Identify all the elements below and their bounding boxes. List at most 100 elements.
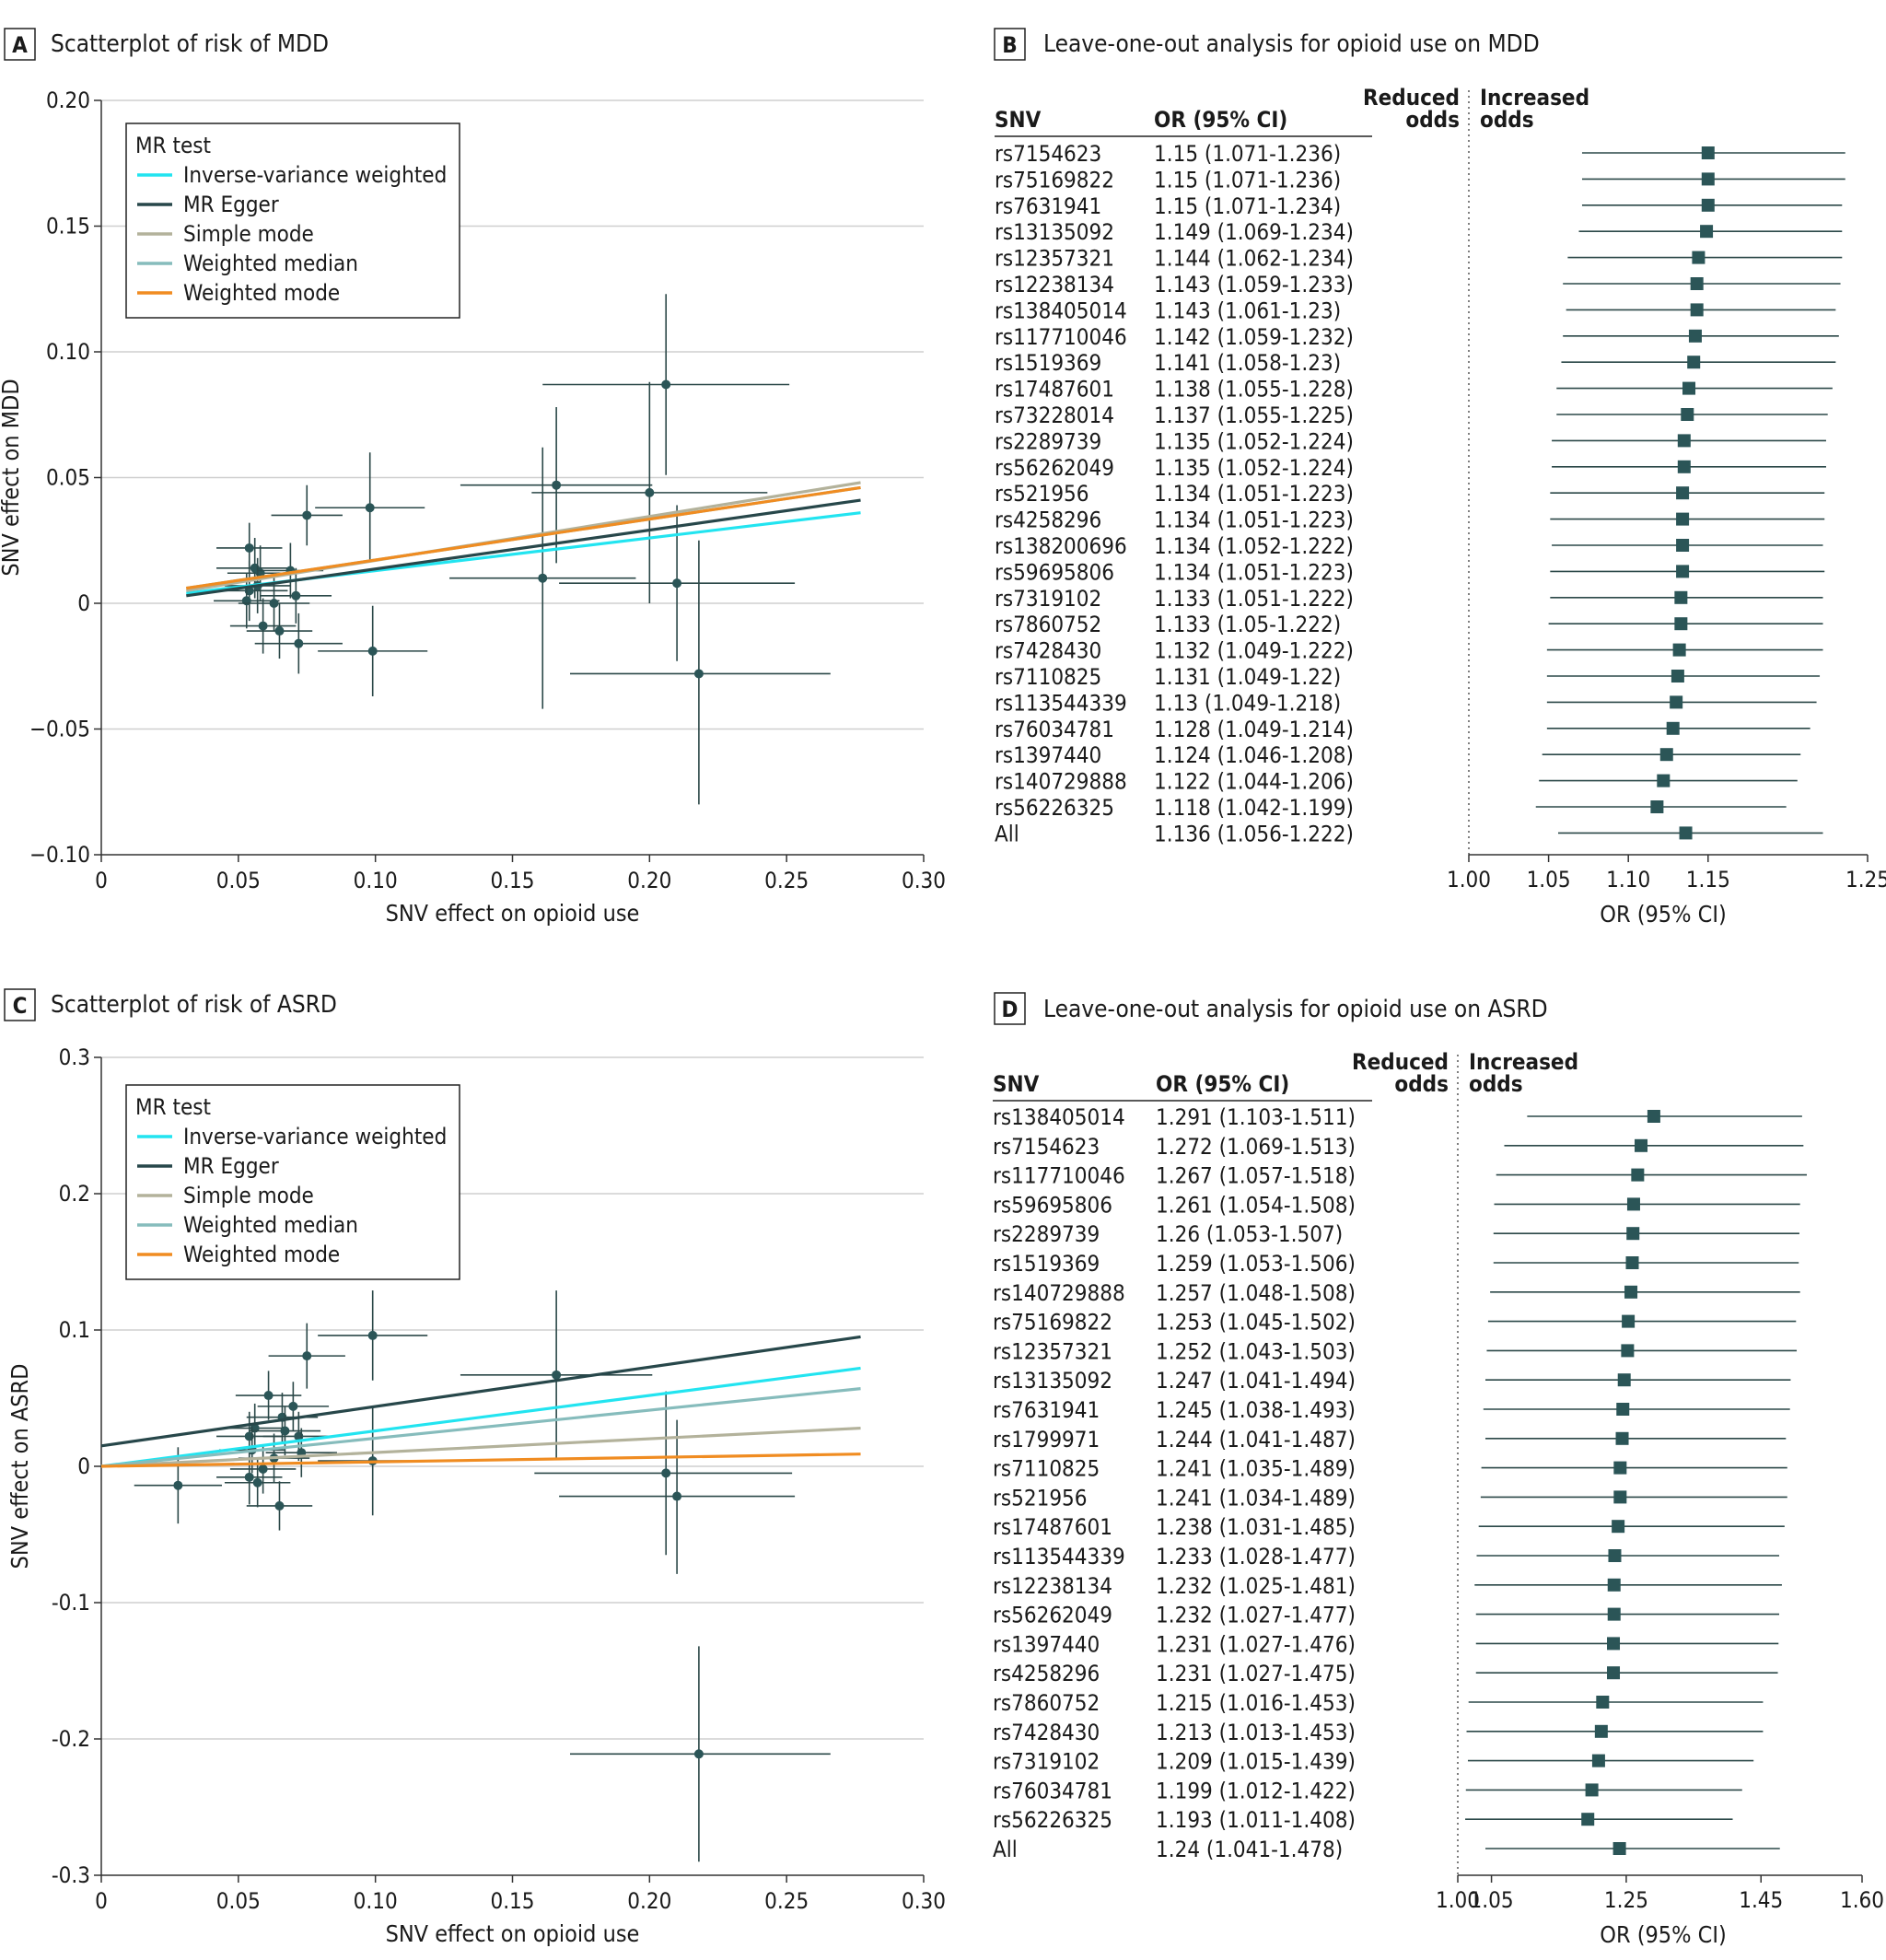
or-ci-value: 1.118 (1.042-1.199) [1154, 795, 1354, 821]
y-tick-label: 0 [77, 590, 90, 616]
x-tick-label: 0.20 [627, 868, 671, 893]
forest-row: rs7110825 1.241 (1.035-1.489) [993, 1456, 1787, 1482]
forest-row: rs7428430 1.213 (1.013-1.453) [993, 1720, 1764, 1745]
panel-c-scatterplot: -0.3-0.2-0.100.10.20.30 0.05 0.10 0.15 0.20 0… [6, 1044, 946, 1947]
or-ci-value: 1.26 (1.053-1.507) [1156, 1221, 1343, 1247]
data-point-group [246, 1481, 313, 1531]
increased-odds-label: Increased [1480, 85, 1589, 111]
forest-row: rs1397440 1.231 (1.027-1.476) [993, 1631, 1779, 1657]
column-header-or: OR (95% CI) [1154, 107, 1287, 133]
snv-id: rs7110825 [993, 1456, 1100, 1482]
forest-row: rs7428430 1.132 (1.049-1.222) [995, 638, 1823, 664]
x-axis-title: SNV effect on opioid use [386, 1920, 640, 1947]
snv-id: All [995, 821, 1019, 846]
forest-row: rs138200696 1.134 (1.052-1.222) [995, 533, 1823, 559]
or-marker [1612, 1842, 1626, 1855]
data-point [263, 1391, 274, 1401]
forest-row: rs7631941 1.245 (1.038-1.493) [993, 1397, 1790, 1423]
or-ci-value: 1.253 (1.045-1.502) [1156, 1310, 1356, 1336]
y-tick-label: −0.10 [29, 842, 90, 868]
snv-id: rs7860752 [995, 612, 1101, 637]
or-marker [1616, 1403, 1630, 1416]
forest-row: All 1.24 (1.041-1.478) [993, 1837, 1780, 1862]
forest-row: rs1519369 1.259 (1.053-1.506) [993, 1251, 1799, 1277]
data-point [258, 1464, 268, 1474]
forest-row: rs56226325 1.193 (1.011-1.408) [993, 1807, 1733, 1833]
x-axis-title: OR (95% CI) [1600, 1921, 1727, 1948]
data-point-group [268, 1323, 345, 1389]
or-ci-value: 1.199 (1.012-1.422) [1156, 1778, 1356, 1803]
or-marker [1594, 1724, 1608, 1738]
forest-row: rs7319102 1.209 (1.015-1.439) [993, 1749, 1754, 1775]
forest-row: rs59695806 1.134 (1.051-1.223) [995, 559, 1825, 585]
x-tick-label: 1.45 [1739, 1887, 1783, 1913]
or-ci-value: 1.122 (1.044-1.206) [1154, 769, 1354, 795]
forest-row: rs7631941 1.15 (1.071-1.234) [995, 193, 1843, 219]
snv-id: rs4258296 [995, 508, 1101, 533]
snv-id: rs138405014 [995, 298, 1127, 323]
or-ci-value: 1.252 (1.043-1.503) [1156, 1338, 1356, 1364]
snv-id: rs113544339 [995, 690, 1127, 716]
x-tick-label: 0.05 [216, 1888, 261, 1914]
or-marker [1631, 1168, 1645, 1182]
data-point-group [559, 1419, 796, 1574]
forest-row: rs521956 1.241 (1.034-1.489) [993, 1485, 1787, 1511]
or-ci-value: 1.232 (1.025-1.481) [1156, 1573, 1356, 1599]
or-ci-value: 1.244 (1.041-1.487) [1156, 1427, 1356, 1452]
or-marker [1617, 1373, 1631, 1387]
or-ci-value: 1.267 (1.057-1.518) [1156, 1163, 1356, 1189]
forest-row: rs4258296 1.134 (1.051-1.223) [995, 508, 1825, 533]
forest-row: rs4258296 1.231 (1.027-1.475) [993, 1661, 1778, 1686]
snv-id: rs2289739 [995, 428, 1101, 454]
data-point [538, 573, 548, 583]
or-ci-value: 1.134 (1.051-1.223) [1154, 559, 1354, 585]
forest-row: rs17487601 1.238 (1.031-1.485) [993, 1514, 1785, 1540]
snv-id: rs140729888 [995, 769, 1127, 795]
data-point [672, 1491, 682, 1501]
data-point [661, 1468, 671, 1478]
data-point-group [559, 505, 796, 661]
regression-line [100, 1387, 861, 1468]
snv-id: rs7428430 [995, 638, 1101, 664]
or-marker [1674, 590, 1688, 604]
data-point-group [254, 612, 343, 674]
data-point [288, 1401, 298, 1411]
or-marker [1647, 1110, 1660, 1123]
or-ci-value: 1.232 (1.027-1.477) [1156, 1603, 1356, 1628]
snv-id: rs12357321 [995, 246, 1114, 272]
x-axis-title: OR (95% CI) [1600, 901, 1727, 928]
y-axis-title: SNV effect on ASRD [6, 1364, 33, 1569]
snv-id: rs56226325 [995, 795, 1114, 821]
data-point [244, 1472, 254, 1482]
x-tick-label: 1.10 [1606, 867, 1650, 892]
x-tick-label: 1.25 [1845, 867, 1886, 892]
snv-id: rs2289739 [993, 1221, 1100, 1247]
snv-id: rs140729888 [993, 1280, 1125, 1306]
snv-id: rs7319102 [995, 586, 1101, 612]
y-tick-label: 0.1 [59, 1317, 90, 1343]
or-ci-value: 1.132 (1.049-1.222) [1154, 638, 1354, 664]
x-tick-label: 1.05 [1527, 867, 1571, 892]
forest-row: rs12357321 1.252 (1.043-1.503) [993, 1338, 1798, 1364]
forest-row: rs56262049 1.232 (1.027-1.477) [993, 1603, 1780, 1628]
y-axis-title: SNV effect on MDD [0, 379, 24, 576]
or-ci-value: 1.137 (1.055-1.225) [1154, 402, 1354, 428]
snv-id: rs4258296 [993, 1661, 1100, 1686]
snv-id: rs75169822 [993, 1310, 1112, 1336]
forest-row: rs2289739 1.135 (1.052-1.224) [995, 428, 1826, 454]
y-tick-label: 0.10 [46, 339, 90, 365]
forest-row: rs13135092 1.247 (1.041-1.494) [993, 1368, 1791, 1394]
regression-line [100, 1335, 861, 1448]
data-point-group [229, 1444, 297, 1494]
data-point-group [134, 1447, 222, 1524]
or-ci-value: 1.136 (1.056-1.222) [1154, 821, 1354, 846]
or-marker [1607, 1637, 1621, 1651]
or-ci-value: 1.133 (1.05-1.222) [1154, 612, 1341, 637]
data-point-group [570, 1646, 831, 1862]
y-tick-label: 0.15 [46, 214, 90, 239]
snv-id: rs13135092 [993, 1368, 1112, 1394]
forest-row: rs59695806 1.261 (1.054-1.508) [993, 1192, 1800, 1218]
data-point-group [257, 1382, 330, 1431]
snv-id: rs1397440 [995, 742, 1101, 768]
forest-row: rs13135092 1.149 (1.069-1.234) [995, 219, 1843, 245]
